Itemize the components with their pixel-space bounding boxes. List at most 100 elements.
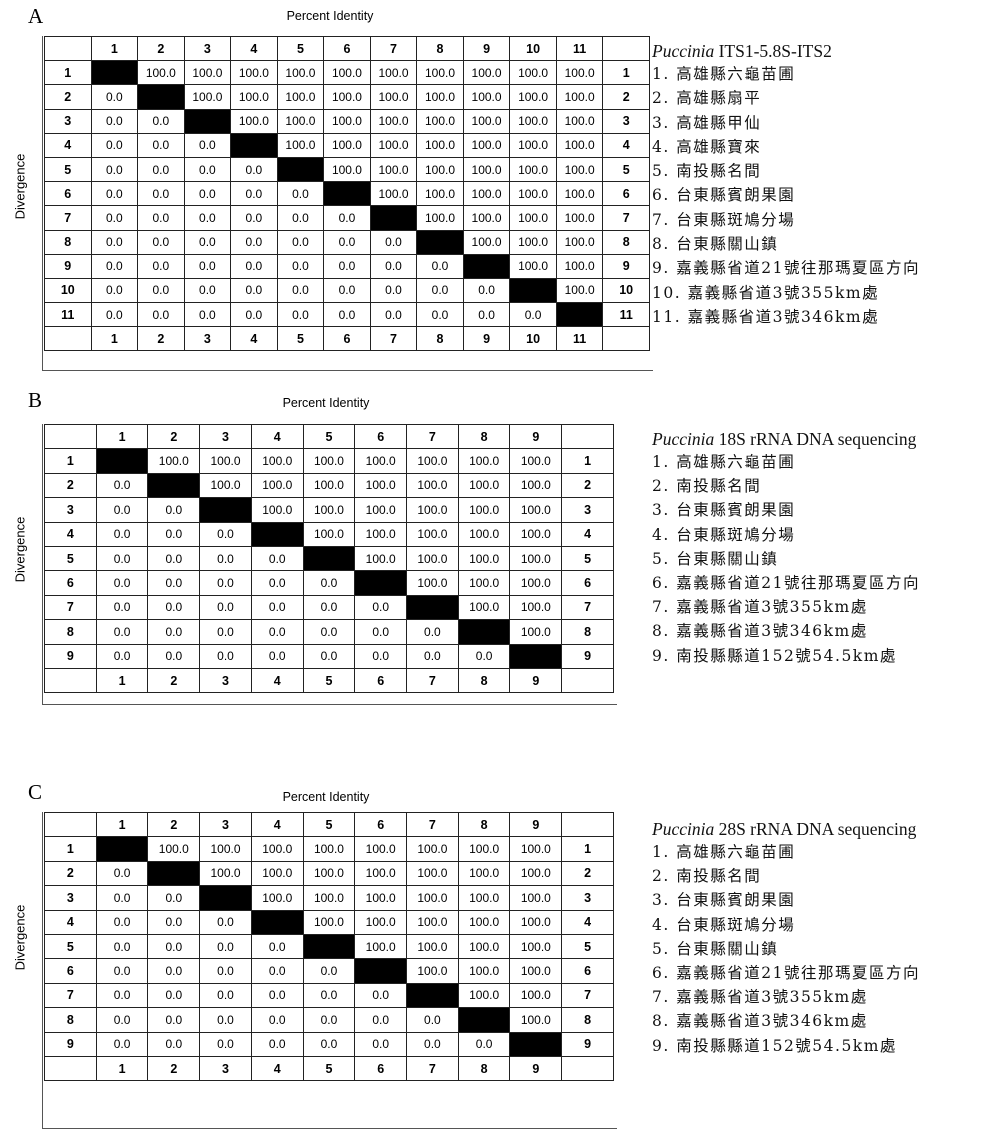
column-header: 7 [406, 423, 459, 450]
row-header: 10 [602, 277, 650, 304]
table-row: 4 0.0 0.0 0.0 100.0 100.0 100.0 100.0 100.0 4 [44, 521, 614, 547]
divergence-cell: 0.0 [183, 205, 232, 231]
divergence-cell: 0.0 [199, 1031, 252, 1057]
identity-cell: 100.0 [457, 860, 511, 887]
divergence-cell: 0.0 [250, 570, 304, 596]
identity-cell: 100.0 [406, 472, 459, 499]
row-header: 3 [561, 497, 614, 523]
divergence-cell: 0.0 [250, 958, 304, 984]
diagonal-cell [369, 205, 418, 231]
column-header: 8 [457, 1055, 511, 1082]
divergence-cell: 0.0 [199, 619, 252, 645]
identity-cell: 100.0 [250, 497, 304, 523]
row-header: 8 [561, 619, 614, 645]
legend-item: 1. 高雄縣六龜苗圃 [652, 65, 796, 83]
divergence-cell: 0.0 [199, 909, 252, 935]
divergence-cell: 0.0 [230, 205, 278, 231]
column-header: 7 [369, 35, 418, 62]
identity-cell: 100.0 [406, 909, 459, 935]
divergence-cell: 0.0 [230, 181, 278, 207]
divergence-cell: 0.0 [406, 1007, 459, 1033]
legend-genus: Puccinia [652, 819, 715, 839]
divergence-cell: 0.0 [147, 594, 201, 621]
row-header: 8 [44, 619, 97, 645]
column-header: 4 [250, 667, 304, 694]
identity-cell: 100.0 [462, 132, 511, 158]
legend-item: 2. 南投縣名間 [652, 477, 762, 496]
divergence-cell: 0.0 [95, 619, 149, 645]
identity-cell: 100.0 [555, 253, 604, 279]
legend: Puccinia 28S rRNA DNA sequencing 1. 高雄縣六… [652, 818, 920, 1058]
identity-cell: 100.0 [457, 958, 511, 984]
identity-cell: 100.0 [555, 229, 604, 255]
row-header: 2 [44, 84, 92, 110]
divergence-cell: 0.0 [230, 229, 278, 255]
divergence-cell: 0.0 [250, 933, 304, 960]
divergence-cell: 0.0 [137, 302, 185, 328]
row-header: 5 [561, 545, 614, 572]
row-header: 2 [602, 84, 650, 110]
legend-item: 1. 高雄縣六龜苗圃 [652, 843, 796, 861]
diagonal-cell [354, 958, 408, 984]
column-header: 6 [323, 35, 371, 62]
diagonal-cell [147, 860, 201, 887]
identity-cell: 100.0 [457, 472, 511, 499]
legend-title-rest: 18S rRNA DNA sequencing [714, 429, 917, 449]
table-row: 5 0.0 0.0 0.0 0.0 100.0 100.0 100.0 100.0 100.0 10… [44, 156, 650, 183]
identity-cell: 100.0 [416, 60, 464, 86]
divergence-cell: 0.0 [406, 1031, 459, 1057]
matrix-frame [42, 36, 653, 371]
row-header: 9 [44, 253, 92, 279]
column-header: 5 [302, 1055, 356, 1082]
legend-item: 10. 嘉義縣省道3號355km處 [652, 283, 880, 302]
identity-cell: 100.0 [457, 594, 511, 621]
table-row: 1 100.0 100.0 100.0 100.0 100.0 100.0 100.0 100.… [44, 836, 614, 862]
column-header: 9 [509, 811, 563, 838]
table-row: 2 0.0 100.0 100.0 100.0 100.0 100.0 100.0 100.0 2 [44, 860, 614, 887]
divergence-cell: 0.0 [147, 545, 201, 572]
column-header: 4 [230, 326, 278, 352]
legend-genus: Puccinia [652, 429, 715, 449]
divergence-cell: 0.0 [95, 570, 149, 596]
identity-cell: 100.0 [555, 60, 604, 86]
column-header: 9 [462, 35, 511, 62]
column-header: 6 [354, 811, 408, 838]
divergence-cell: 0.0 [230, 302, 278, 328]
table-row: 7 0.0 0.0 0.0 0.0 0.0 0.0 100.0 100.0 100.0 100.0 7 [44, 205, 650, 231]
divergence-cell: 0.0 [199, 933, 252, 960]
identity-cell: 100.0 [509, 909, 563, 935]
column-header: 9 [509, 667, 563, 694]
divergence-cell: 0.0 [250, 619, 304, 645]
identity-cell: 100.0 [509, 84, 557, 110]
divergence-cell: 0.0 [230, 277, 278, 304]
column-header: 5 [276, 35, 325, 62]
identity-cell: 100.0 [406, 860, 459, 887]
divergence-cell: 0.0 [147, 643, 201, 669]
legend-item: 2. 南投縣名間 [652, 867, 762, 886]
column-header: 5 [302, 423, 356, 450]
divergence-cell: 0.0 [416, 277, 464, 304]
row-header: 8 [44, 229, 92, 255]
identity-cell: 100.0 [555, 277, 604, 304]
table-row: 9 0.0 0.0 0.0 0.0 0.0 0.0 0.0 0.0 9 [44, 643, 614, 669]
identity-cell: 100.0 [354, 860, 408, 887]
identity-cell: 100.0 [276, 60, 325, 86]
diagonal-cell [199, 885, 252, 911]
identity-cell: 100.0 [457, 933, 511, 960]
row-header: 8 [561, 1007, 614, 1033]
identity-cell: 100.0 [509, 229, 557, 255]
column-header: 3 [199, 811, 252, 838]
divergence-cell: 0.0 [95, 1031, 149, 1057]
legend-item: 4. 高雄縣寶來 [652, 137, 762, 156]
identity-cell: 100.0 [555, 205, 604, 231]
row-header: 3 [602, 108, 650, 134]
divergence-cell: 0.0 [147, 570, 201, 596]
row-header: 1 [44, 60, 92, 86]
table-row: 2 0.0 100.0 100.0 100.0 100.0 100.0 100.0 100.0 1… [44, 84, 650, 110]
diagonal-cell [302, 933, 356, 960]
divergence-cell: 0.0 [276, 253, 325, 279]
identity-cell: 100.0 [323, 108, 371, 134]
row-header: 7 [561, 594, 614, 621]
matrix-title: Percent Identity [286, 9, 374, 23]
identity-cell: 100.0 [509, 108, 557, 134]
